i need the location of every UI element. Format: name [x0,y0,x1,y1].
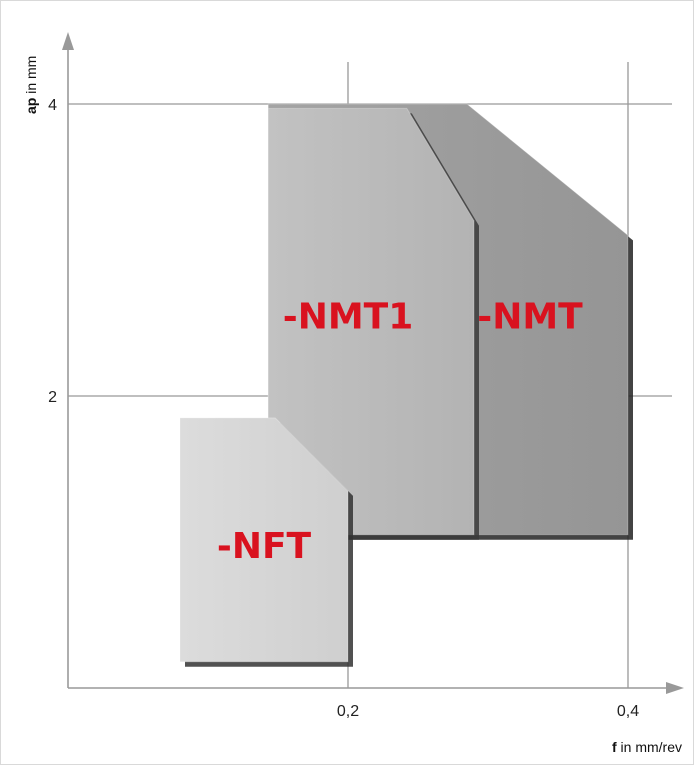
axes [62,32,684,694]
y-tick-label: 2 [48,389,57,406]
x-axis-arrow-icon [666,682,684,694]
region-label-nmt: -NMT [477,297,583,338]
y-tick-label: 4 [48,97,57,114]
x-axis-label-symbol: f [612,739,617,755]
x-axis-label: f in mm/rev [612,739,682,755]
y-axis-label-symbol: ap [23,98,39,114]
labels: 0,2 0,4 2 4 f in mm/rev ap in mm -NMT -NMT1 -NFT [23,56,682,755]
x-tick-label: 0,4 [617,703,639,720]
region-label-nft: -NFT [217,526,312,567]
region-nft [179,417,349,663]
y-axis-label: ap in mm [23,56,39,114]
x-tick-label: 0,2 [337,703,359,720]
regions [179,103,633,667]
y-axis-arrow-icon [62,32,74,50]
region-nmt1 [267,107,475,536]
x-axis-label-unit: in mm/rev [617,739,682,755]
y-axis-label-unit: in mm [23,56,39,98]
region-label-nmt1: -NMT1 [283,297,414,338]
